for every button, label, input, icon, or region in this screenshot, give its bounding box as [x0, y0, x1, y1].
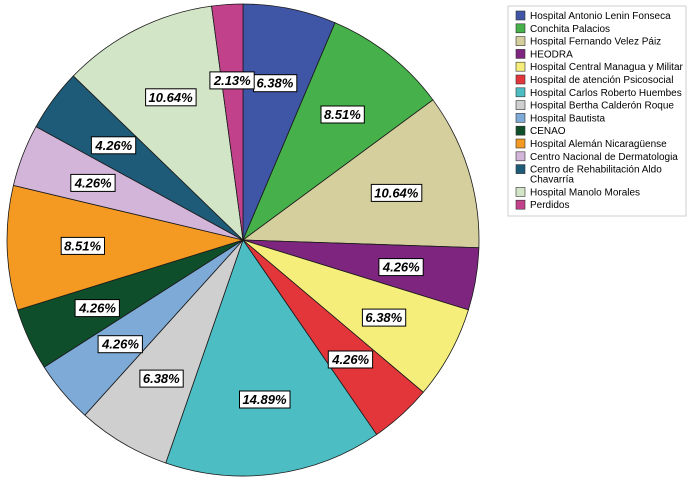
legend-swatch-perdidos	[515, 199, 526, 210]
pie-label-hospital-central-managua-y-militar: 6.38%	[365, 310, 402, 325]
pie-label-box	[97, 335, 143, 354]
pie-label-box	[378, 258, 424, 277]
legend-label-centro-nacional-de-dermatologia: Centro Nacional de Dermatologia	[530, 152, 678, 163]
legend-swatch-hospital-bautista	[515, 113, 526, 123]
legend-label-perdidos: Perdidos	[530, 200, 569, 211]
pie-label-hospital-fernando-velez-paiz: 10.64%	[374, 185, 419, 200]
pie-label-perdidos: 2.13%	[213, 73, 251, 88]
pie-labels: 6.38% 8.51% 10.64% 4.26% 6.38% 4.26% 14.89% 6.3…	[60, 71, 424, 409]
pie-label-cenao: 4.26%	[78, 301, 116, 316]
pie-slice-hospital-manolo-morales	[72, 5, 244, 242]
legend-label-hospital-manolo-morales: Hospital Manolo Morales	[530, 187, 640, 198]
legend-label-hospital-central-managua-y-militar: Hospital Central Managua y Militar	[530, 62, 684, 73]
legend-swatch-heodra	[515, 49, 526, 59]
legend-label-heodra: HEODRA	[530, 49, 573, 60]
legend-label-hospital-carlos-roberto-huembes: Hospital Carlos Roberto Huembes	[530, 88, 682, 99]
pie-label-centro-de-rehabilitacion-aldo-chavarria: 4.26%	[94, 138, 132, 153]
pie-label-centro-nacional-de-dermatologia: 4.26%	[74, 175, 112, 190]
legend-label-hospital-de-atencion-psicosocial: Hospital de atención Psicosocial	[530, 75, 673, 86]
pie-slice-conchita-palacios	[242, 22, 434, 242]
legend-label-hospital-bertha-calderon-roque: Hospital Bertha Calderón Roque	[530, 101, 674, 112]
pie-label-box	[320, 105, 365, 124]
legend-swatch-hospital-de-atencion-psicosocial	[515, 74, 526, 85]
pie-label-box	[239, 390, 291, 409]
pie-label-hospital-carlos-roberto-huembes: 14.89%	[242, 392, 287, 407]
legend-swatch-hospital-central-managua-y-militar	[515, 61, 526, 72]
legend-swatch-hospital-manolo-morales	[515, 187, 526, 197]
pie-label-box	[74, 299, 120, 318]
pie-label-box	[139, 369, 184, 388]
legend-label-centro-de-rehabilitacion-aldo-chavarria: Centro de Rehabilitación Aldo Chavarría	[530, 165, 662, 186]
pie-label-heodra: 4.26%	[382, 260, 420, 275]
legend-swatch-hospital-carlos-roberto-huembes	[515, 87, 526, 98]
pie-label-hospital-aleman-nicaraguense: 8.51%	[64, 238, 101, 253]
pie-slice-hospital-carlos-roberto-huembes	[165, 239, 378, 477]
pie-label-box	[70, 173, 116, 192]
legend-swatch-cenao	[515, 125, 526, 136]
pie-label-hospital-bertha-calderon-roque: 6.38%	[143, 371, 180, 386]
legend-swatch-hospital-bertha-calderon-roque	[515, 100, 526, 110]
pie-slice-hospital-fernando-velez-paiz	[241, 99, 480, 249]
legend-swatch-hospital-aleman-nicaraguense	[515, 138, 526, 149]
pie-label-conchita-palacios: 8.51%	[324, 107, 361, 122]
pie-label-hospital-de-atencion-psicosocial: 4.26%	[331, 352, 369, 367]
pie-label-box	[90, 136, 137, 155]
pie-slice-perdidos	[211, 3, 244, 241]
pie-label-box	[209, 71, 255, 90]
legend-label-hospital-aleman-nicaraguense: Hospital Alemán Nicaragüense	[530, 139, 667, 150]
pie-label-hospital-bautista: 4.26%	[101, 337, 139, 352]
legend-label-hospital-fernando-velez-paiz: Hospital Fernando Velez Páiz	[530, 37, 661, 48]
pie-label-hospital-antonio-lenin-fonseca: 6.38%	[256, 76, 293, 91]
legend-label-conchita-palacios: Conchita Palacios	[530, 24, 610, 35]
legend-swatch-hospital-antonio-lenin-fonseca	[515, 10, 526, 21]
legend-label-hospital-bautista: Hospital Bautista	[530, 113, 605, 124]
legend-swatch-centro-nacional-de-dermatologia	[515, 151, 526, 162]
pie-slice-hospital-aleman-nicaraguense	[6, 184, 245, 311]
pie-label-box	[327, 350, 374, 369]
legend-swatch-conchita-palacios	[515, 23, 526, 34]
legend-swatch-hospital-fernando-velez-paiz	[515, 36, 526, 46]
legend-border	[507, 5, 687, 217]
pie-label-hospital-manolo-morales: 10.64%	[149, 90, 194, 105]
legend-swatch-centro-de-rehabilitacion-aldo-chavarria	[515, 164, 526, 174]
pie-label-box	[60, 236, 105, 255]
pie-label-box	[145, 88, 197, 107]
legend: Hospital Antonio Lenin Fonseca Conchita P…	[507, 5, 687, 217]
legend-label-cenao: CENAO	[530, 126, 566, 137]
legend-label-hospital-antonio-lenin-fonseca: Hospital Antonio Lenin Fonseca	[530, 11, 671, 22]
pie-slices	[6, 3, 480, 477]
pie-label-box	[370, 183, 423, 202]
pie-label-box	[361, 308, 407, 327]
